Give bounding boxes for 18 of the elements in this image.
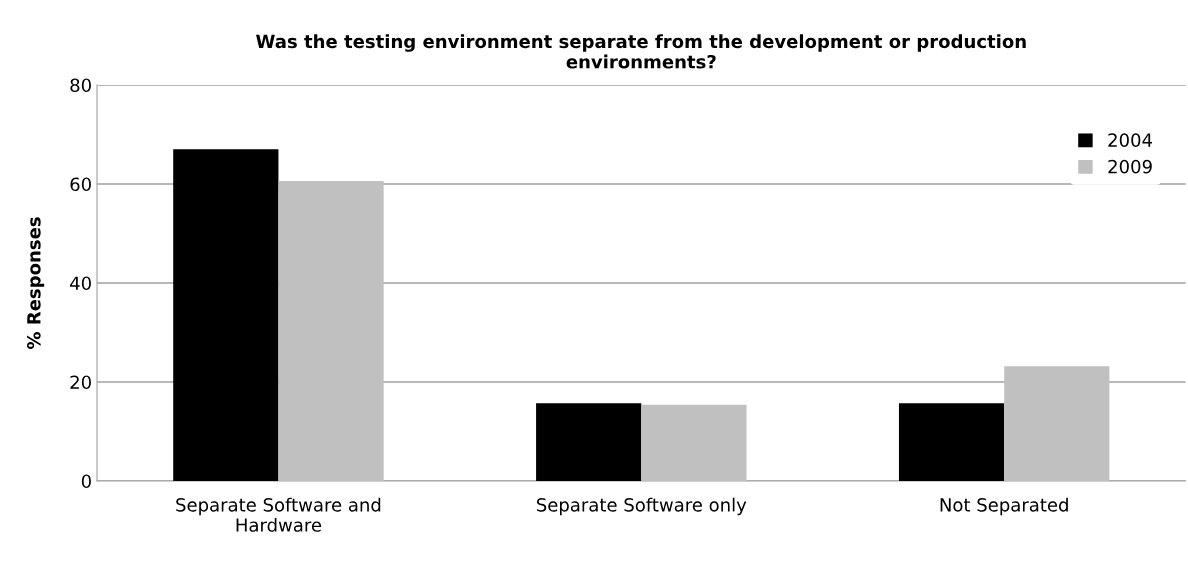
legend-label: 2009 <box>1108 159 1152 174</box>
bar <box>278 181 384 481</box>
y-tick-label: 60 <box>70 177 91 192</box>
bar <box>1004 366 1110 481</box>
y-tick-label: 40 <box>70 276 91 291</box>
bar <box>173 149 279 481</box>
y-axis-title: % Responses <box>27 217 45 350</box>
legend-label: 2004 <box>1108 133 1153 147</box>
x-tick-label: Separate Software only <box>536 497 747 516</box>
x-tick-label: Separate Software and Hardware <box>176 497 381 532</box>
bar <box>641 404 747 481</box>
y-tick-label: 80 <box>70 78 91 93</box>
bar <box>898 403 1005 481</box>
y-tick-label: 20 <box>70 375 91 390</box>
bar <box>536 403 642 481</box>
x-tick-label: Not Separated <box>940 497 1068 516</box>
chart-title: Was the testing environment separate from the development or production environments? <box>256 34 1026 69</box>
y-tick-label: 0 <box>81 474 91 489</box>
